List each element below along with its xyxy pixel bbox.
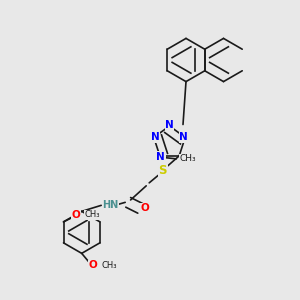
Text: CH₃: CH₃ (85, 210, 100, 219)
Text: CH₃: CH₃ (179, 154, 196, 163)
Text: N: N (165, 120, 174, 130)
Text: CH₃: CH₃ (101, 261, 117, 270)
Text: S: S (158, 164, 167, 177)
Text: O: O (72, 210, 80, 220)
Text: O: O (140, 203, 149, 213)
Text: O: O (89, 260, 98, 270)
Text: N: N (179, 132, 188, 142)
Text: N: N (151, 132, 160, 142)
Text: HN: HN (102, 200, 118, 210)
Text: N: N (156, 152, 165, 162)
